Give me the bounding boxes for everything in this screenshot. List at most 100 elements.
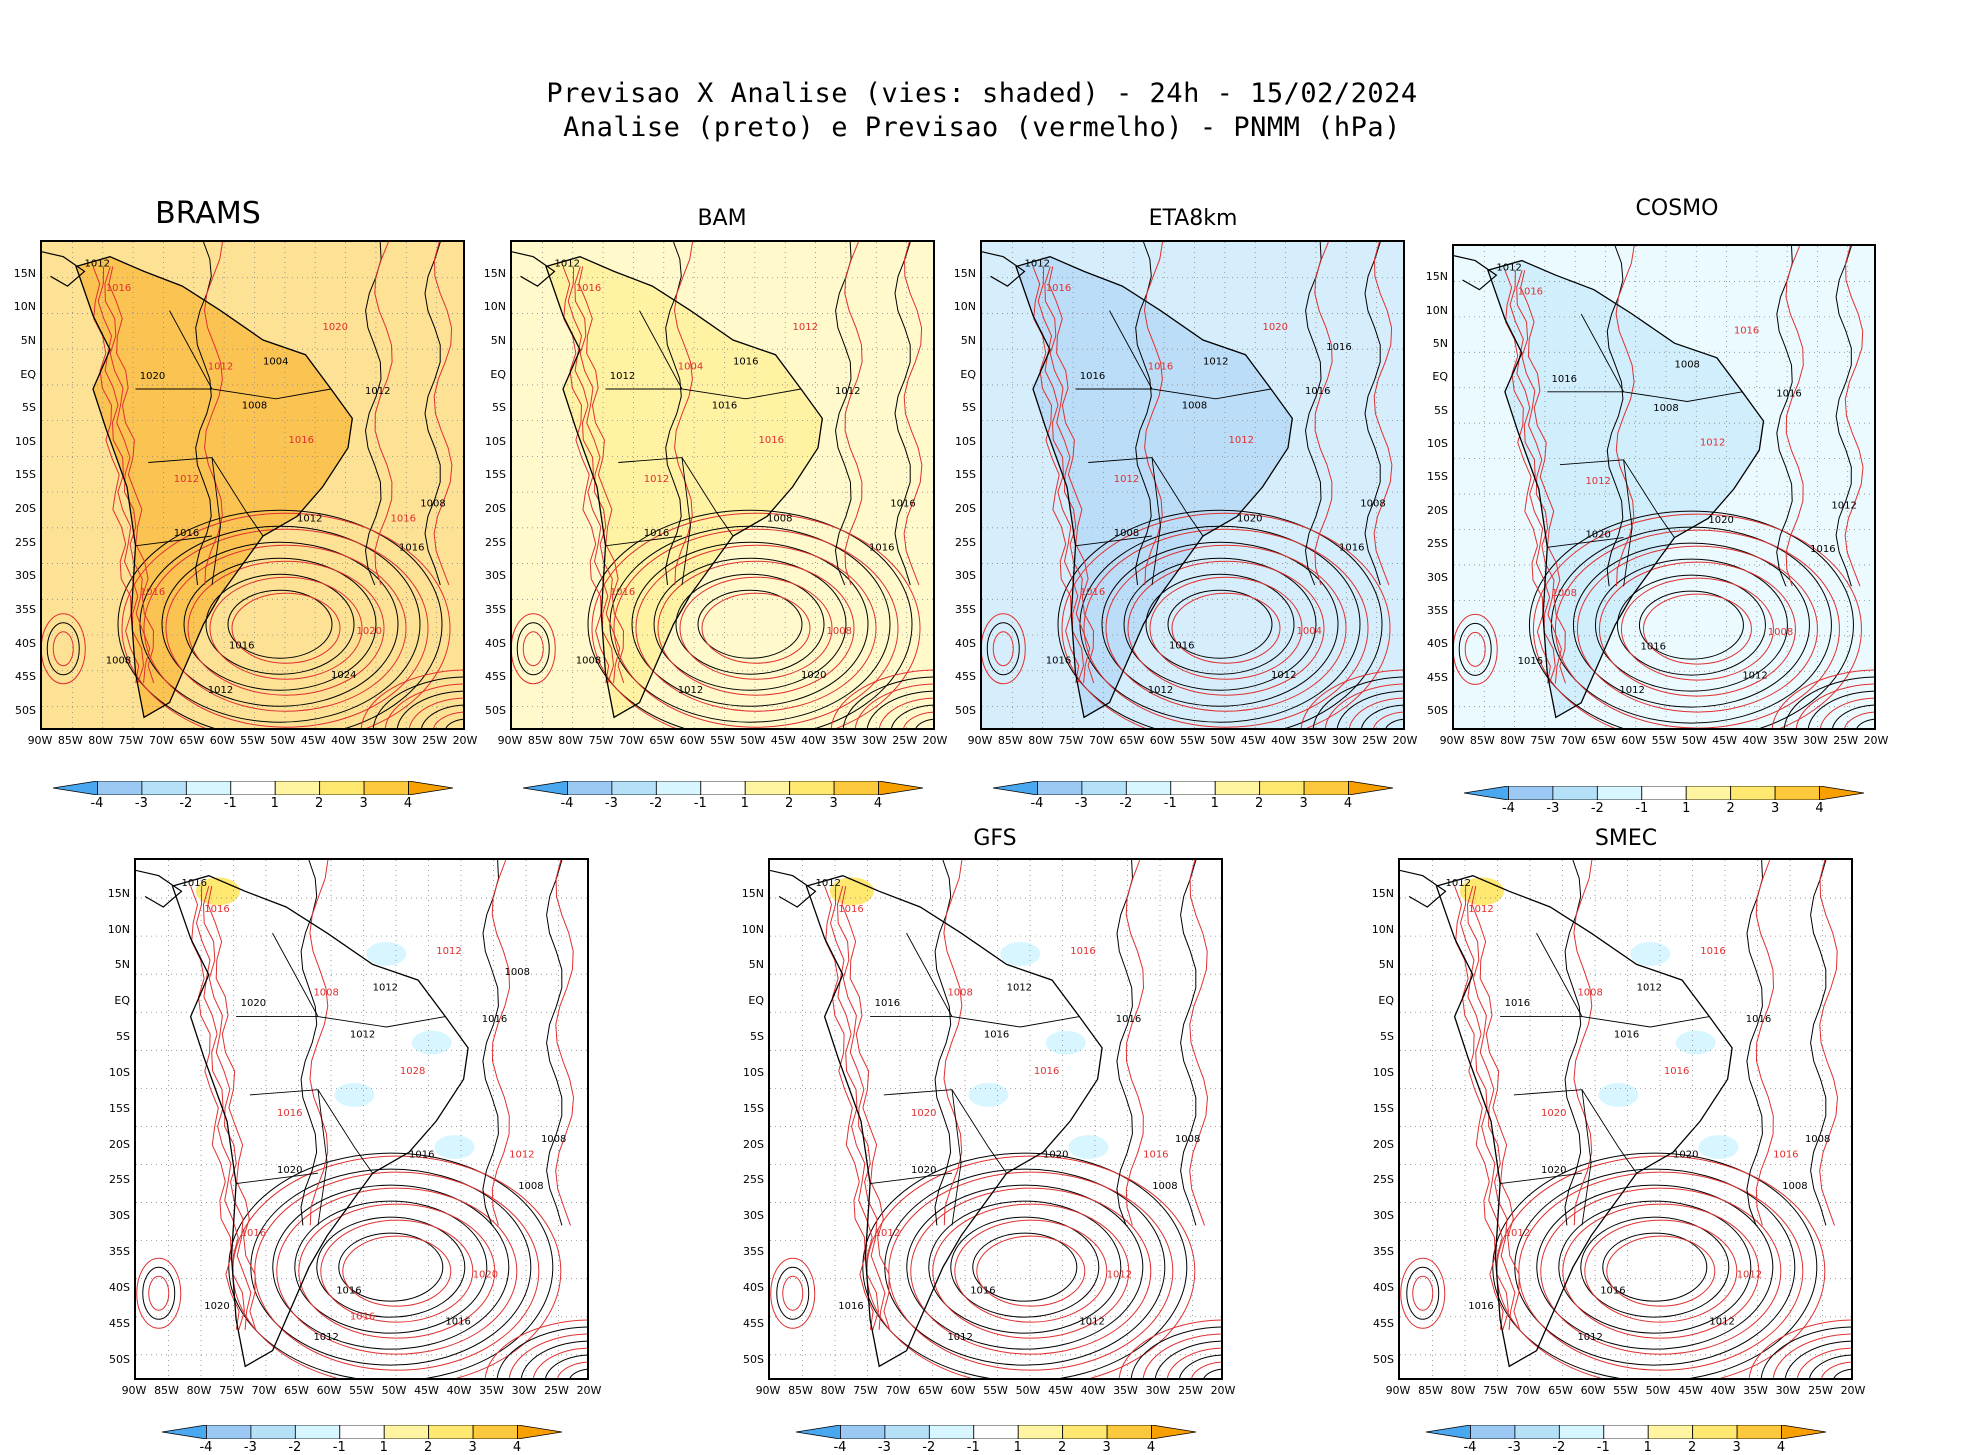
colorbar-label: 4 — [1343, 796, 1353, 811]
coastline — [982, 251, 1026, 287]
forecast-contour — [97, 266, 145, 684]
forecast-contour — [1540, 1187, 1782, 1355]
analysis-contour-label: 1012 — [365, 386, 390, 397]
lon-tick-label: 65W — [918, 1384, 943, 1397]
lat-tick-label: 10S — [485, 434, 506, 448]
bias-shading-field — [1454, 246, 1874, 728]
lon-tick-label: 55W — [1651, 734, 1677, 747]
colorbar-swatch — [1602, 1424, 1649, 1440]
forecast-contour — [1620, 577, 1774, 681]
analysis-contour — [117, 509, 443, 728]
lat-tick-label: 15N — [1371, 886, 1394, 900]
lat-tick-label: 30S — [743, 1209, 764, 1223]
colorbar-label: -4 — [560, 796, 574, 811]
analysis-contour — [1492, 1152, 1818, 1378]
analysis-contour — [1564, 860, 1582, 1226]
lon-tick-label: 65W — [284, 1384, 309, 1397]
analysis-contour-label: 1004 — [263, 357, 288, 368]
forecast-contour-label: 1012 — [436, 946, 461, 957]
colorbar-swatch — [1017, 1424, 1063, 1440]
forecast-contour-label: 1016 — [391, 513, 416, 524]
colorbar-label: 4 — [873, 796, 883, 811]
bias-patch — [1698, 1135, 1739, 1160]
colorbar-label: -3 — [604, 796, 618, 811]
forecast-contour-label: 1020 — [323, 322, 348, 333]
forecast-contour — [1584, 1219, 1738, 1323]
analysis-contour — [1572, 542, 1810, 708]
map-plot: 1012 1008 1016 1012 1012 1016 1024 1020 1012 1008… — [40, 240, 465, 730]
lat-tick-label: 15S — [485, 468, 506, 482]
analysis-contour — [906, 1184, 1144, 1350]
colorbar-label: 4 — [403, 796, 413, 811]
colorbar-label: -2 — [179, 796, 193, 811]
lon-tick-label: 40W — [1742, 734, 1768, 747]
lon-tick-label: 80W — [1028, 734, 1054, 747]
analysis-contour-label: 1016 — [890, 499, 915, 510]
forecast-contour — [136, 1257, 182, 1329]
forecast-contour-label: 1008 — [313, 988, 338, 999]
lon-tick-label: 25W — [1178, 1384, 1203, 1397]
analysis-contour-label: 1020 — [1708, 515, 1733, 526]
coastline — [136, 869, 183, 908]
lon-tick-label: 45W — [414, 1384, 439, 1397]
forecast-contour — [679, 576, 833, 680]
country-border — [951, 1089, 962, 1226]
colorbar-swatch — [795, 1424, 841, 1440]
lat-tick-label: EQ — [114, 994, 130, 1008]
analysis-contour-label: 1016 — [336, 1285, 361, 1296]
lon-tick-label: 55W — [1180, 734, 1205, 747]
colorbar-swatch — [1596, 785, 1643, 801]
analysis-contour-label: 1016 — [1641, 641, 1666, 652]
forecast-contour — [209, 576, 363, 680]
analysis-contour — [364, 242, 382, 586]
forecast-contour — [829, 886, 879, 1330]
figure-title-line2: Analise (preto) e Previsao (vermelho) - … — [563, 112, 1401, 143]
lon-tick-label: 25W — [1808, 1384, 1833, 1397]
lon-tick-label: 60W — [1149, 734, 1175, 747]
lon-tick-label: 55W — [983, 1384, 1008, 1397]
analysis-contour-label: 1016 — [733, 357, 758, 368]
forecast-contour — [932, 1203, 1130, 1339]
country-border — [1088, 457, 1204, 537]
analysis-contour-label: 1020 — [801, 670, 826, 681]
lon-tick-label: 20W — [1863, 734, 1889, 747]
colorbar-label: -4 — [1463, 1440, 1477, 1455]
forecast-contour — [104, 266, 151, 684]
colorbar-swatch — [1647, 1424, 1693, 1440]
forecast-contour-label: 1016 — [277, 1108, 302, 1119]
analysis-contour-label: 1012 — [1007, 983, 1032, 994]
analysis-contour-label: 1020 — [1043, 1150, 1068, 1161]
forecast-contour-label: 1012 — [644, 474, 669, 485]
lat-tick-label: 40S — [1427, 637, 1448, 651]
analysis-contour-label: 1016 — [1326, 342, 1351, 353]
forecast-contour — [1642, 593, 1752, 665]
colorbar-swatch — [318, 780, 365, 796]
analysis-contour-label: 1012 — [1577, 1332, 1602, 1343]
bias-patch — [1598, 1082, 1639, 1107]
lon-tick-label: 80W — [1500, 734, 1525, 747]
analysis-contour — [1616, 574, 1766, 676]
colorbar-swatch — [1774, 785, 1820, 801]
lon-tick-label: 50W — [1015, 1384, 1041, 1397]
lat-tick-label: 15S — [743, 1101, 764, 1115]
forecast-contour — [910, 1187, 1152, 1355]
coastline — [1015, 256, 1293, 719]
lon-tick-label: 30W — [511, 1384, 537, 1397]
bias-patch — [1068, 1135, 1109, 1160]
lat-tick-label: 5N — [1378, 958, 1394, 972]
lat-tick-label: 10N — [741, 922, 764, 936]
analysis-contour — [1550, 526, 1832, 724]
lon-tick-label: 75W — [588, 734, 614, 747]
lon-tick-label: 30W — [1145, 1384, 1171, 1397]
country-border — [1075, 535, 1153, 547]
colorbar-swatch — [516, 1424, 562, 1440]
forecast-contour — [1573, 860, 1593, 1226]
lon-tick-label: 45W — [1048, 1384, 1073, 1397]
colorbar-label: 4 — [1815, 801, 1824, 816]
lat-tick-label: 5S — [1434, 403, 1448, 417]
forecast-contour-label: 1016 — [1046, 283, 1071, 294]
analysis-contour — [986, 622, 1020, 676]
analysis-contour-label: 1016 — [1505, 998, 1530, 1009]
lat-tick-label: EQ — [1432, 370, 1448, 384]
colorbar-swatch — [472, 1424, 518, 1440]
